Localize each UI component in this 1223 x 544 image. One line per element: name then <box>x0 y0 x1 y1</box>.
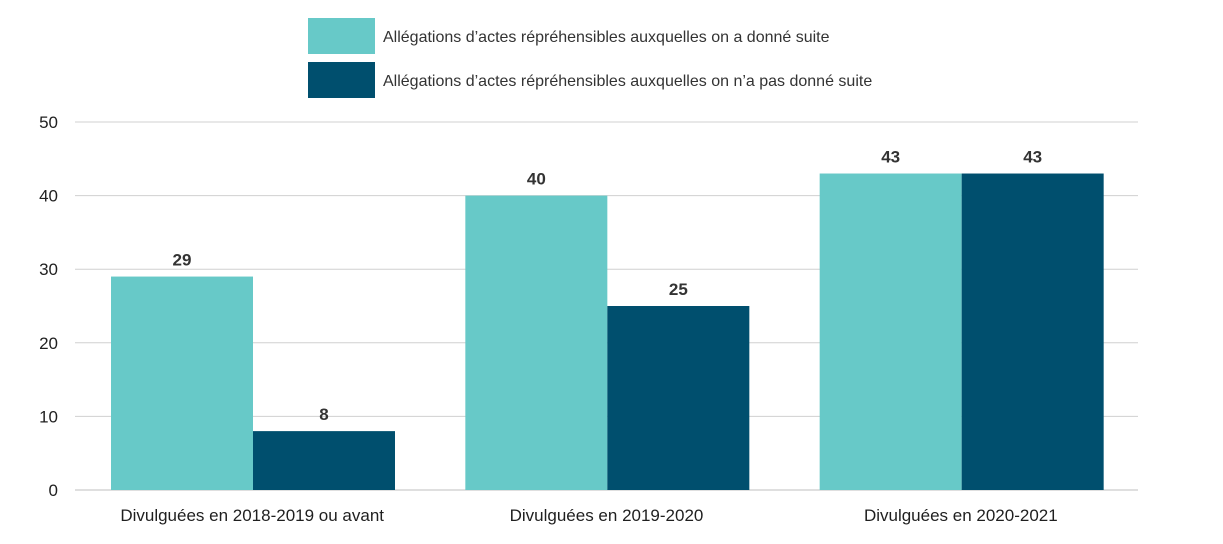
data-label: 43 <box>881 148 900 167</box>
y-tick-label: 40 <box>39 187 58 206</box>
bar-series-1-2 <box>465 195 608 490</box>
legend-label: Allégations d’actes répréhensibles auxqu… <box>383 29 830 46</box>
bar-series-1-3 <box>819 173 962 490</box>
value-labels: 29 8 40 25 43 43 <box>173 148 1043 425</box>
x-tick-label: Divulguées en 2018-2019 ou avant <box>120 506 384 525</box>
y-tick-label: 30 <box>39 260 58 279</box>
y-tick-label: 20 <box>39 334 58 353</box>
data-label: 29 <box>173 251 192 270</box>
legend: Allégations d’actes répréhensibles auxqu… <box>308 18 872 98</box>
legend-swatch <box>308 18 375 54</box>
bar-series-2-3 <box>961 173 1104 490</box>
y-tick-label: 0 <box>49 481 58 500</box>
data-label: 40 <box>527 170 546 189</box>
bars <box>111 173 1104 490</box>
x-tick-label: Divulguées en 2020-2021 <box>864 506 1058 525</box>
data-label: 8 <box>319 405 328 424</box>
data-label: 25 <box>669 280 688 299</box>
bar-series-1-1 <box>111 276 253 490</box>
x-tick-label: Divulguées en 2019-2020 <box>510 506 704 525</box>
legend-swatch <box>308 62 375 98</box>
data-label: 43 <box>1023 148 1042 167</box>
legend-label: Allégations d’actes répréhensibles auxqu… <box>383 73 872 90</box>
y-tick-label: 50 <box>39 113 58 132</box>
bar-series-2-1 <box>253 431 395 490</box>
y-axis: 0 10 20 30 40 50 <box>39 113 58 500</box>
bar-series-2-2 <box>607 306 750 490</box>
x-axis: Divulguées en 2018-2019 ou avant Divulgué… <box>120 506 1057 525</box>
y-tick-label: 10 <box>39 407 58 426</box>
